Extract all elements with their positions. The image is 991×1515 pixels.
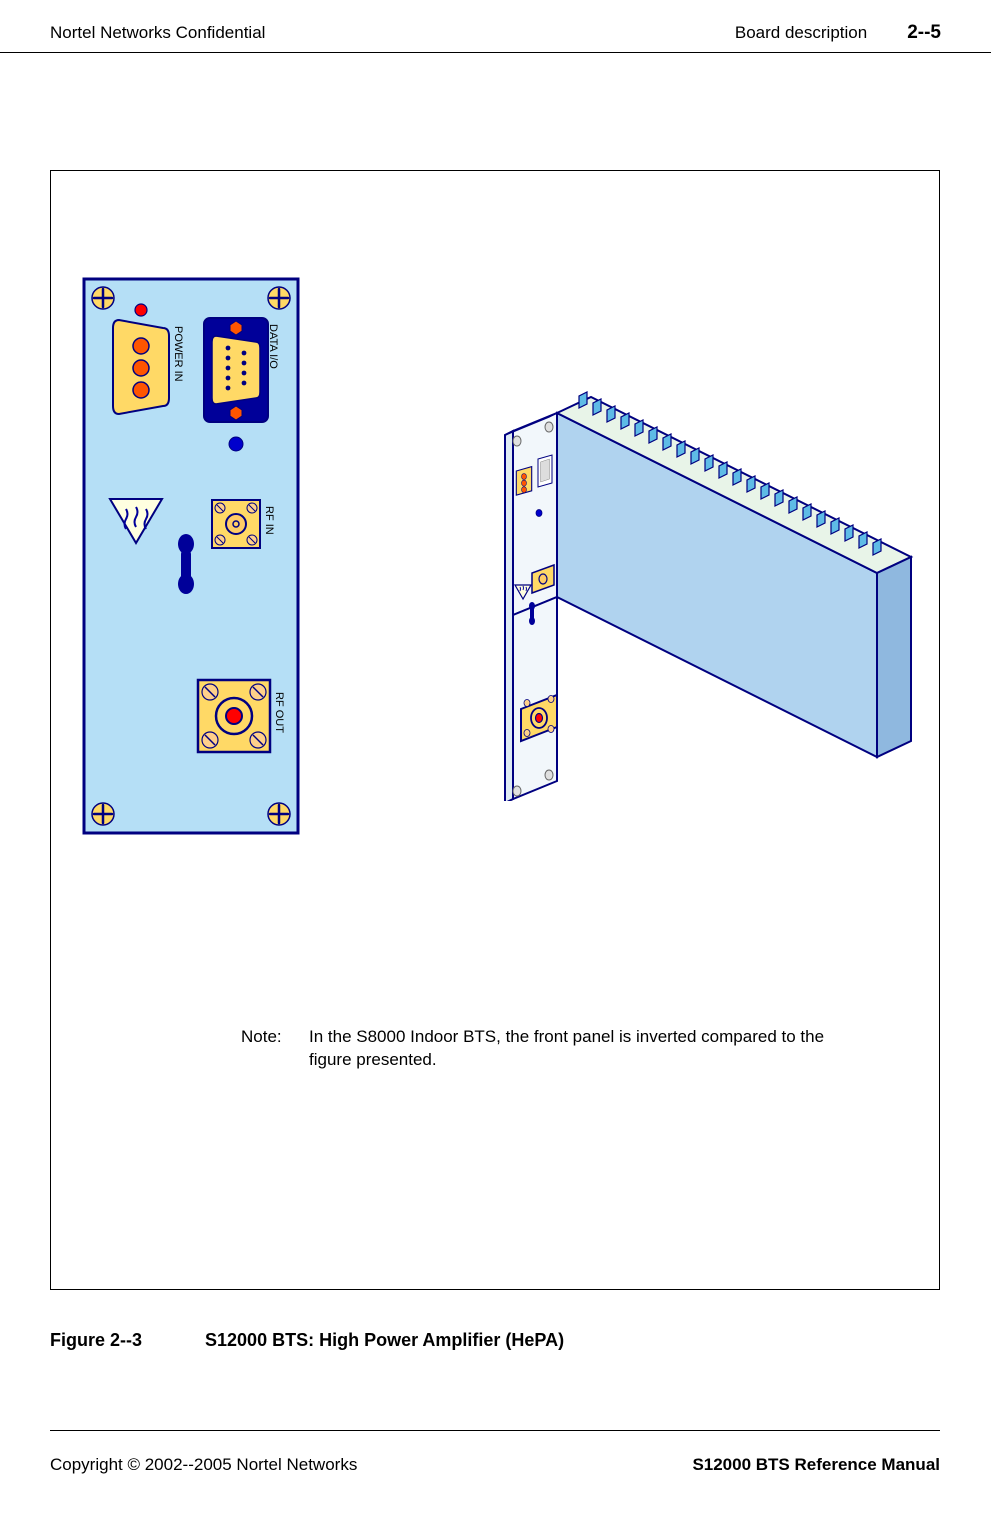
isometric-diagram	[461, 361, 921, 801]
note-text: In the S8000 Indoor BTS, the front panel…	[309, 1026, 841, 1072]
label-power-in: POWER IN	[172, 326, 184, 382]
header-page-number: 2--5	[907, 22, 941, 44]
label-data-io: DATA I/O	[267, 324, 279, 369]
front-panel-diagram: DATA I/O POWER IN RF IN RF OUT	[81, 276, 301, 836]
page-footer: Copyright © 2002--2005 Nortel Networks S…	[50, 1455, 940, 1475]
note-label: Note:	[241, 1026, 309, 1072]
label-rf-in: RF IN	[263, 506, 275, 535]
caption-label: Figure 2--3	[50, 1330, 200, 1351]
header-section: Board description	[735, 23, 907, 43]
footer-manual: S12000 BTS Reference Manual	[692, 1455, 940, 1475]
footer-rule	[50, 1430, 940, 1431]
header-confidential: Nortel Networks Confidential	[50, 23, 735, 43]
figure-note: Note: In the S8000 Indoor BTS, the front…	[241, 1026, 841, 1072]
page-header: Nortel Networks Confidential Board descr…	[0, 0, 991, 53]
label-rf-out: RF OUT	[273, 692, 285, 733]
footer-copyright: Copyright © 2002--2005 Nortel Networks	[50, 1455, 357, 1475]
figure-frame: DATA I/O POWER IN RF IN RF OUT	[50, 170, 940, 1290]
figure-caption: Figure 2--3 S12000 BTS: High Power Ampli…	[50, 1330, 564, 1351]
caption-title: S12000 BTS: High Power Amplifier (HePA)	[205, 1330, 564, 1350]
